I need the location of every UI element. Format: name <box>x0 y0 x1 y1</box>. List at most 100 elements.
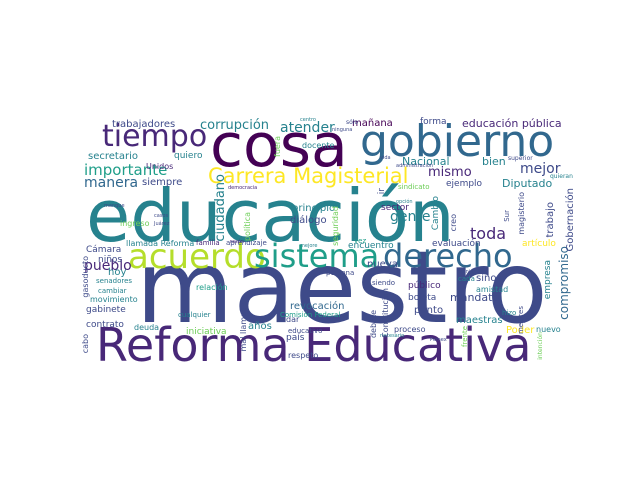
cloud-word: Diputado <box>502 177 553 190</box>
cloud-word: encuentro <box>348 241 394 251</box>
cloud-word: Nacional <box>402 155 450 168</box>
cloud-word: gabinete <box>86 305 126 315</box>
cloud-word: aprendizaje <box>226 239 267 247</box>
cloud-word: siempre <box>142 177 183 188</box>
cloud-word: vez <box>354 237 367 245</box>
word-cloud: maestro educación cosa Reforma Educativa gob… <box>78 116 579 372</box>
cloud-word: Constitución <box>381 288 390 338</box>
cloud-word: maestro <box>136 229 548 346</box>
cloud-word: relación <box>196 283 228 292</box>
cloud-word: mejor <box>520 161 561 177</box>
cloud-word: punto <box>414 305 444 316</box>
cloud-word: años <box>248 321 272 332</box>
cloud-word: necesario <box>380 333 405 339</box>
cloud-word: niños <box>98 255 123 265</box>
cloud-word: manera <box>84 175 139 191</box>
cloud-word: cosa <box>210 116 348 181</box>
cloud-word: compromiso <box>557 246 571 320</box>
cloud-word: senadores <box>96 277 133 285</box>
cloud-word: Pemex <box>430 337 447 343</box>
cloud-word: democracia <box>228 185 258 191</box>
cloud-word: quiero <box>174 151 203 161</box>
cloud-word: país <box>286 333 305 343</box>
cloud-word: Reforma Educativa <box>96 318 532 372</box>
cloud-word: deuda <box>134 323 160 332</box>
cloud-word: superior <box>508 155 533 162</box>
cloud-word: sector <box>381 203 409 213</box>
cloud-word: revocación <box>290 301 345 312</box>
cloud-word: contrato <box>86 320 124 330</box>
cloud-word: debate <box>369 310 378 339</box>
cloud-word: sino <box>476 273 497 284</box>
cloud-word: sólo <box>346 119 359 126</box>
cloud-word: maestras <box>456 315 503 326</box>
cloud-word: seguridad <box>331 206 340 246</box>
cloud-word: toda <box>470 224 507 243</box>
cloud-word: cambiar <box>98 287 127 295</box>
cloud-word: manque <box>104 203 125 209</box>
cloud-word: mejore <box>300 243 318 249</box>
cloud-word: intención <box>537 332 544 360</box>
cloud-word: administración <box>396 163 434 169</box>
cloud-word: centro <box>300 117 316 123</box>
cloud-word: Juárez <box>154 221 170 227</box>
cloud-word: mal llamada <box>239 302 248 352</box>
cloud-word: importante <box>84 161 168 179</box>
cloud-word: nuevo <box>536 325 561 334</box>
cloud-word: hoy <box>108 267 127 278</box>
cloud-word: llamada Reforma <box>126 239 195 248</box>
cloud-word: familia <box>196 239 220 247</box>
cloud-word: atender <box>280 120 335 136</box>
cloud-word: cabo <box>81 334 90 354</box>
cloud-word: principio <box>292 203 336 214</box>
cloud-word: docente <box>302 141 335 150</box>
cloud-word: proceso <box>394 325 426 334</box>
cloud-word: ciudadano <box>213 174 228 242</box>
cloud-word: Gobernación <box>565 188 576 252</box>
cloud-word: opinión <box>458 269 477 275</box>
cloud-word: educación <box>86 174 455 258</box>
cloud-word: acuerdo <box>128 237 266 277</box>
cloud-word: razón <box>230 239 244 245</box>
cloud-word: empresa <box>543 260 553 300</box>
cloud-word: derecho <box>383 237 513 275</box>
cloud-word: mañana <box>352 118 393 129</box>
cloud-word: tiempo <box>102 119 208 154</box>
cloud-word: boleta <box>408 293 437 303</box>
cloud-word: secretario <box>88 151 138 162</box>
cloud-word: vida <box>380 155 391 161</box>
cloud-word: Poder <box>506 325 535 336</box>
cloud-word: Unidos <box>146 162 174 171</box>
cloud-word: sistema <box>254 237 380 275</box>
cloud-word: fuera <box>273 136 282 157</box>
cloud-word: artículo <box>522 239 556 249</box>
cloud-word: Comisión Federal <box>280 311 341 319</box>
cloud-word: casos <box>154 213 169 219</box>
cloud-word: gasoducto <box>81 256 90 298</box>
cloud-word: ninguna <box>332 127 353 133</box>
cloud-word: nueva <box>367 259 398 270</box>
cloud-word: evaluación <box>432 239 481 249</box>
cloud-word: movimiento <box>90 295 138 304</box>
cloud-word: educativo <box>288 327 323 335</box>
cloud-word: diálogo <box>290 215 327 226</box>
cloud-word: mandato <box>450 291 500 304</box>
cloud-word: educación pública <box>462 117 562 130</box>
cloud-word: frente <box>461 326 469 347</box>
cloud-word: trabajadores <box>112 119 176 130</box>
cloud-word: dar <box>286 315 300 324</box>
cloud-word: público <box>408 281 441 291</box>
cloud-word: opción <box>396 199 413 205</box>
cloud-word: quieran <box>550 173 573 180</box>
cloud-word: sindicato <box>398 183 430 191</box>
cloud-word: forma <box>420 117 447 127</box>
cloud-word: Cámara <box>86 245 122 255</box>
cloud-word: cada <box>458 275 475 283</box>
cloud-word: persona <box>326 269 355 277</box>
cloud-word: política <box>243 212 252 242</box>
cloud-word: trabajo <box>545 202 556 238</box>
cloud-word: mismo <box>428 165 472 180</box>
cloud-word: gente <box>390 209 431 225</box>
cloud-word: ir <box>377 188 387 195</box>
cloud-word: bien <box>482 155 506 168</box>
